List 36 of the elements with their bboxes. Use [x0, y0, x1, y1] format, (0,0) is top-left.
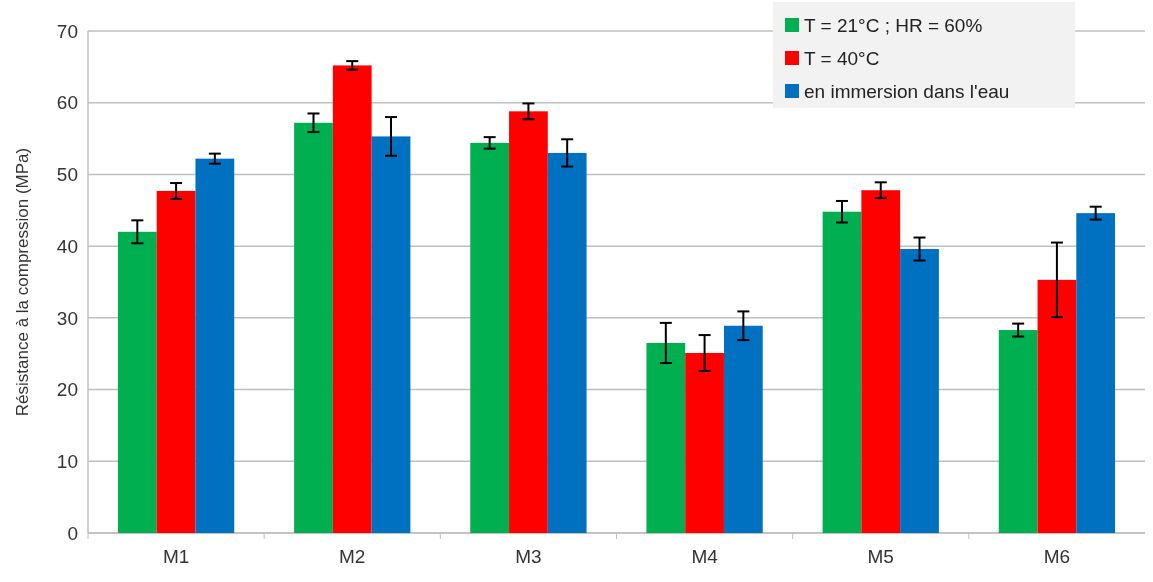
bar — [371, 136, 411, 533]
bar — [332, 65, 372, 533]
bar — [117, 231, 157, 533]
y-tick-label: 60 — [56, 92, 78, 114]
x-tick-label: M4 — [691, 546, 719, 567]
bar — [294, 122, 333, 533]
bar — [1037, 279, 1077, 533]
x-tick-label: M3 — [515, 546, 542, 567]
y-tick-label: 40 — [56, 235, 78, 257]
bar — [195, 158, 235, 533]
y-tick-label: 0 — [67, 522, 78, 544]
x-tick-label: M1 — [162, 546, 190, 567]
y-axis-title: Résistance à la compression (MPa) — [13, 147, 32, 417]
bar — [900, 249, 939, 533]
x-tick-label: M5 — [867, 546, 894, 567]
legend-label: en immersion dans l'eau — [804, 80, 1010, 102]
bar — [156, 190, 196, 533]
bar — [470, 142, 510, 533]
bar — [685, 353, 724, 533]
bar — [547, 152, 587, 533]
bar — [509, 111, 548, 533]
y-tick-label: 30 — [56, 307, 78, 329]
y-tick-label: 50 — [56, 164, 78, 186]
bar — [861, 190, 901, 533]
legend-label: T = 40°C — [804, 47, 880, 69]
bar — [646, 342, 686, 533]
bar — [1076, 213, 1116, 533]
x-tick-label: M2 — [339, 546, 366, 567]
x-tick-label: M6 — [1043, 546, 1071, 567]
bar — [822, 211, 862, 533]
bar — [723, 325, 763, 533]
y-tick-label: 20 — [56, 379, 78, 401]
y-tick-label: 70 — [56, 20, 78, 42]
y-tick-label: 10 — [56, 450, 78, 472]
legend-label: T = 21°C ; HR = 60% — [804, 14, 983, 36]
bar — [998, 330, 1038, 533]
